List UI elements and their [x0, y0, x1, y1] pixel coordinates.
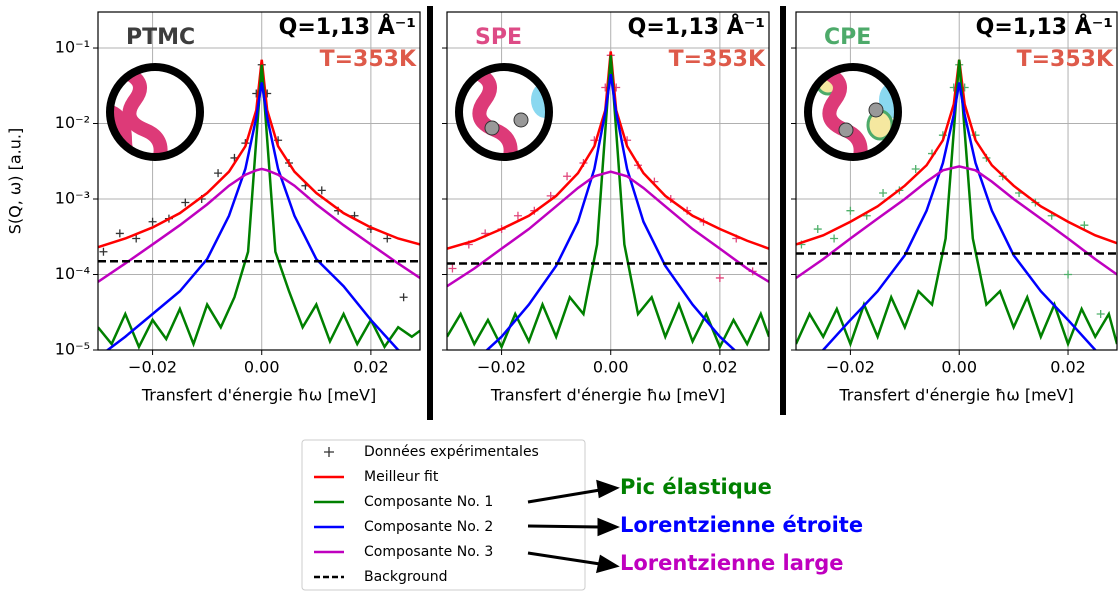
x-tick-label: −0.02	[826, 358, 875, 377]
legend-label: Composante No. 3	[364, 544, 493, 560]
annotation: Pic élastique	[620, 475, 772, 499]
frame	[97, 11, 421, 351]
data-point	[448, 264, 457, 273]
legend-label: Composante No. 1	[364, 494, 493, 510]
panel-title: SPE	[475, 25, 522, 50]
data-point	[115, 229, 124, 238]
data-point	[911, 164, 920, 173]
x-tick-label: −0.02	[477, 358, 526, 377]
line-series	[447, 51, 769, 250]
annotation: Lorentzienne large	[620, 551, 844, 575]
data-point	[383, 234, 392, 243]
annotation: T=353K	[1017, 47, 1114, 72]
x-tick-label: 0.00	[593, 358, 629, 377]
line-series	[821, 82, 1098, 350]
icons	[106, 63, 902, 161]
data-point	[813, 225, 822, 234]
line-series	[447, 170, 769, 288]
annotation: Q=1,13 Å⁻¹	[628, 14, 765, 40]
x-tick-label: 0.00	[244, 358, 280, 377]
legend-box	[301, 439, 586, 591]
data-point	[148, 217, 157, 226]
data-point	[715, 273, 724, 282]
x-tick-label: 0.02	[1050, 358, 1086, 377]
line-series	[98, 59, 420, 249]
data-point	[132, 234, 141, 243]
series-group	[447, 51, 769, 350]
annotation: T=353K	[320, 47, 417, 72]
x-axis-label: Transfert d'énergie ħω [meV]	[141, 386, 376, 405]
data-point	[1096, 309, 1105, 318]
annotations: Pic élastique Lorentzienne étroite Lorentz…	[620, 475, 863, 575]
panel-title: PTMC	[126, 25, 195, 50]
data-point	[879, 189, 888, 198]
y-axis-label: S(Q, ω) [a.u.]	[6, 128, 25, 235]
series-group	[98, 59, 420, 350]
data-point	[181, 198, 190, 207]
data-point	[317, 186, 326, 195]
x-tick-label: 0.02	[353, 358, 389, 377]
y-tick-label: 10⁻¹	[55, 38, 90, 57]
x-axis-label: Transfert d'énergie ħω [meV]	[838, 386, 1073, 405]
data-point	[1064, 270, 1073, 279]
annotation: Q=1,13 Å⁻¹	[976, 14, 1113, 40]
legend-marker	[324, 447, 334, 457]
panel-title: CPE	[824, 25, 871, 50]
legend: Données expérimentales Meilleur fit Compos…	[314, 444, 539, 585]
annotation: Q=1,13 Å⁻¹	[279, 14, 416, 40]
y-tick-label: 10⁻⁵	[55, 340, 90, 359]
data-point	[830, 234, 839, 243]
data-point	[1080, 221, 1089, 230]
data-point	[99, 247, 108, 256]
data-point	[563, 172, 572, 181]
legend-label: Background	[364, 569, 448, 585]
x-tick-label: 0.00	[941, 358, 977, 377]
legend-label: Composante No. 2	[364, 519, 493, 535]
data-point	[214, 169, 223, 178]
line-series	[485, 74, 737, 350]
y-tick-label: 10⁻³	[55, 189, 90, 208]
y-tick-label: 10⁻⁴	[55, 264, 90, 283]
annotation: T=353K	[669, 47, 766, 72]
line-series	[796, 165, 1117, 279]
x-tick-label: −0.02	[128, 358, 177, 377]
panel: 10⁻⁵ 10⁻⁴ 10⁻³ 10⁻² 10⁻¹ −0.02 0.00 0.02 Transfe…	[6, 11, 421, 405]
data-point	[399, 293, 408, 302]
x-tick-label: 0.02	[702, 358, 738, 377]
data-point	[513, 211, 522, 220]
legend-label: Meilleur fit	[364, 469, 439, 485]
data-point	[846, 206, 855, 215]
annotation: Lorentzienne étroite	[620, 513, 863, 537]
line-series	[105, 82, 401, 350]
x-axis-label: Transfert d'énergie ħω [meV]	[490, 386, 725, 405]
line-series	[796, 59, 1117, 348]
y-tick-label: 10⁻²	[55, 113, 90, 132]
line-series	[447, 55, 769, 350]
line-series	[98, 167, 420, 283]
frame	[446, 11, 770, 351]
frame	[795, 11, 1118, 351]
arrows	[527, 479, 620, 574]
legend-label: Données expérimentales	[364, 444, 539, 460]
series-group	[796, 59, 1117, 350]
